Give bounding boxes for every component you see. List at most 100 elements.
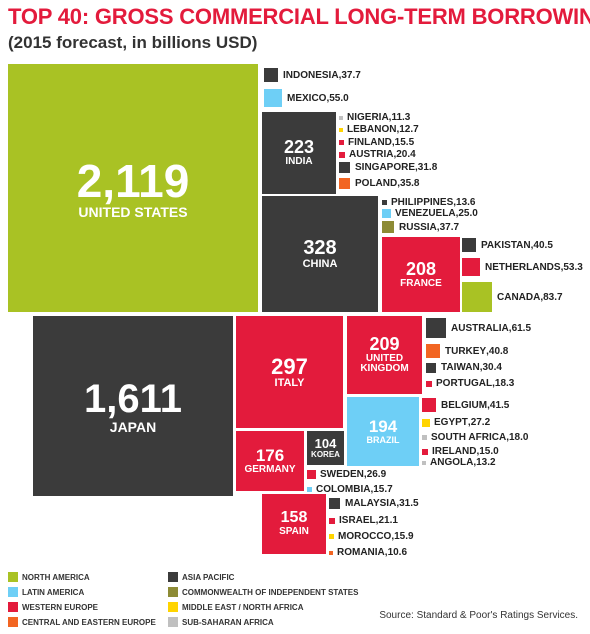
- label-value: 26.9: [366, 469, 387, 480]
- tile-value: 208: [405, 258, 437, 279]
- label-separator: ,: [393, 149, 397, 160]
- label-country: RUSSIA: [399, 221, 437, 233]
- label-separator: ,: [540, 291, 544, 303]
- label-egypt: EGYPT, 27.2: [422, 417, 490, 428]
- label-turkey: TURKEY, 40.8: [426, 344, 508, 358]
- label-value: 11.3: [391, 112, 411, 123]
- source-note: Source: Standard & Poor's Ratings Servic…: [379, 610, 578, 621]
- label-country: TURKEY: [445, 345, 487, 357]
- label-morocco: MOROCCO, 15.9: [329, 531, 414, 542]
- label-separator: ,: [384, 547, 388, 558]
- label-sweden: SWEDEN, 26.9: [307, 469, 386, 480]
- tile-country: JAPAN: [109, 418, 157, 435]
- tile-country: UNITED STATES: [78, 203, 188, 220]
- tile-country: FRANCE: [400, 277, 442, 289]
- swatch-malaysia: [329, 498, 340, 509]
- label-separator: ,: [388, 112, 392, 123]
- swatch-sweden: [307, 470, 316, 479]
- label-value: 18.0: [508, 432, 529, 443]
- swatch-finland: [339, 140, 344, 145]
- label-austria: AUSTRIA, 20.4: [339, 149, 416, 160]
- label-separator: ,: [397, 178, 401, 189]
- label-value: 25.0: [458, 208, 478, 219]
- label-value: 55.0: [329, 92, 349, 104]
- tile-india: 223 INDIA: [262, 112, 336, 194]
- tile-brazil: 194 BRAZIL: [347, 397, 419, 466]
- legend-swatch: [168, 617, 178, 627]
- legend-item-north-america: NORTH AMERICA: [8, 572, 90, 582]
- legend-swatch: [168, 587, 178, 597]
- label-separator: ,: [326, 92, 330, 104]
- label-portugal: PORTUGAL, 18.3: [426, 378, 514, 389]
- tile-country: INDIA: [285, 156, 313, 168]
- label-value: 31.5: [399, 498, 419, 509]
- label-value: 15.9: [394, 531, 414, 542]
- label-separator: ,: [396, 124, 400, 135]
- label-value: 15.0: [479, 446, 499, 457]
- tile-country: SPAIN: [279, 526, 309, 538]
- tile-germany: 176 GERMANY: [236, 431, 304, 491]
- tile-spain: 158 SPAIN: [262, 494, 326, 554]
- legend-swatch: [168, 572, 178, 582]
- legend-label: ASIA PACIFIC: [182, 572, 235, 582]
- label-country: MALAYSIA: [345, 498, 397, 509]
- tile-value: 2,119: [76, 154, 190, 207]
- legend-label: SUB-SAHARAN AFRICA: [182, 617, 274, 627]
- label-value: 10.6: [387, 547, 408, 558]
- swatch-belgium: [422, 398, 436, 412]
- label-value: 21.1: [378, 515, 398, 526]
- legend-label: NORTH AMERICA: [22, 572, 90, 582]
- swatch-egypt: [422, 418, 430, 427]
- label-venezuela: VENEZUELA, 25.0: [382, 208, 478, 219]
- tile-value: 194: [368, 416, 398, 436]
- label-separator: ,: [530, 239, 534, 251]
- label-country: FINLAND: [348, 137, 392, 148]
- legend-label: LATIN AMERICA: [22, 587, 85, 597]
- label-separator: ,: [363, 469, 367, 480]
- swatch-lebanon: [339, 127, 343, 132]
- label-country: EGYPT: [434, 417, 468, 428]
- label-value: 83.7: [543, 291, 563, 303]
- tile-country: GERMANY: [244, 463, 296, 475]
- tile-italy: 297 ITALY: [236, 316, 343, 428]
- legend-swatch: [8, 602, 18, 612]
- swatch-poland: [339, 178, 350, 189]
- label-country: PORTUGAL: [436, 378, 493, 389]
- label-country: SINGAPORE: [355, 162, 416, 173]
- swatch-taiwan: [426, 362, 436, 373]
- label-poland: POLAND, 35.8: [339, 178, 419, 189]
- label-separator: ,: [455, 208, 459, 219]
- tile-china: 328 CHINA: [262, 196, 378, 312]
- swatch-indonesia: [264, 68, 278, 82]
- label-value: 31.8: [417, 162, 438, 173]
- swatch-angola: [422, 460, 426, 465]
- swatch-australia: [426, 318, 446, 338]
- label-separator: ,: [436, 221, 440, 233]
- label-country: NIGERIA: [347, 112, 389, 123]
- label-value: 27.2: [470, 417, 491, 428]
- legend-item-commonwealth-of-independent-states: COMMONWEALTH OF INDEPENDENT STATES: [168, 587, 358, 597]
- label-country: PAKISTAN: [481, 239, 531, 251]
- label-canada: CANADA, 83.7: [462, 282, 563, 312]
- label-romania: ROMANIA, 10.6: [329, 547, 407, 558]
- tile-country: BRAZIL: [366, 434, 400, 445]
- legend-item-asia-pacific: ASIA PACIFIC: [168, 572, 234, 582]
- chart-title: TOP 40: GROSS COMMERCIAL LONG-TERM BORRO…: [8, 4, 590, 29]
- label-philippines: PHILIPPINES, 13.6: [382, 197, 476, 208]
- swatch-netherlands: [462, 258, 480, 276]
- tile-united-kingdom: 209 UNITED KINGDOM: [347, 316, 422, 394]
- label-australia: AUSTRALIA, 61.5: [426, 318, 531, 338]
- label-value: 35.8: [400, 178, 420, 189]
- label-ireland: IRELAND, 15.0: [422, 446, 499, 457]
- label-country: ISRAEL: [339, 515, 376, 526]
- swatch-singapore: [339, 162, 350, 173]
- label-country: IRELAND: [432, 446, 477, 457]
- legend-swatch: [168, 602, 178, 612]
- label-value: 20.4: [396, 149, 416, 160]
- swatch-philippines: [382, 200, 387, 205]
- label-value: 18.3: [494, 378, 515, 389]
- label-value: 15.7: [373, 484, 393, 495]
- tile-value: 209: [369, 334, 400, 355]
- tile-value: 223: [283, 137, 315, 158]
- legend-label: COMMONWEALTH OF INDEPENDENT STATES: [182, 587, 359, 597]
